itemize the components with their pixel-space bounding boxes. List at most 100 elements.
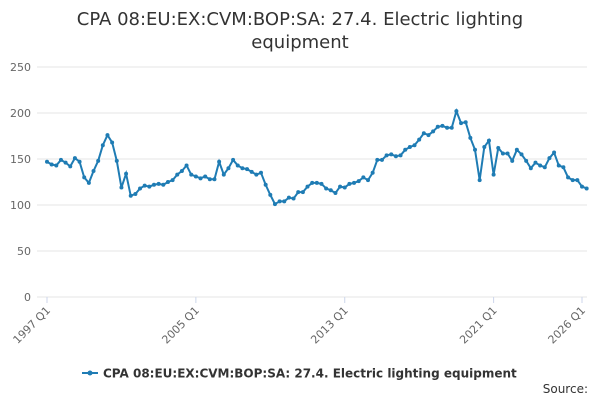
point — [491, 172, 496, 177]
point — [105, 133, 110, 138]
point — [412, 143, 417, 148]
point — [49, 162, 54, 167]
point — [319, 181, 324, 186]
point — [514, 147, 519, 152]
point — [459, 121, 464, 126]
x-tick-label: 2013 Q1 — [308, 304, 351, 347]
point — [542, 165, 547, 170]
point — [272, 202, 277, 207]
point — [254, 172, 259, 177]
point — [68, 164, 73, 169]
point — [389, 152, 394, 157]
point — [282, 199, 287, 204]
point — [268, 192, 273, 197]
point — [342, 185, 347, 190]
point — [286, 195, 291, 200]
point — [519, 152, 524, 157]
point — [370, 170, 375, 175]
point — [86, 180, 91, 185]
point — [212, 177, 217, 182]
point — [82, 175, 87, 180]
y-tick-label: 100 — [10, 199, 31, 212]
point — [300, 190, 305, 195]
point — [528, 166, 533, 171]
point — [63, 160, 68, 165]
source: Source: — [543, 382, 588, 396]
chart-title: CPA 08:EU:EX:CVM:BOP:SA: 27.4. Electric … — [76, 9, 524, 53]
series-line — [46, 108, 588, 206]
point — [570, 178, 575, 183]
point — [477, 178, 482, 183]
point — [417, 137, 422, 142]
y-tick-label: 200 — [10, 107, 31, 120]
point — [142, 183, 147, 188]
point — [179, 168, 184, 173]
point — [584, 186, 589, 191]
point — [407, 145, 412, 150]
point — [421, 131, 426, 136]
point — [175, 172, 180, 177]
point — [473, 147, 477, 152]
point — [403, 147, 408, 152]
point — [100, 143, 105, 148]
point — [500, 151, 505, 156]
point — [58, 157, 63, 162]
point — [133, 191, 138, 196]
point — [296, 190, 301, 195]
legend-label: CPA 08:EU:EX:CVM:BOP:SA: 27.4. Electric … — [103, 367, 517, 381]
y-tick-label: 250 — [10, 61, 31, 74]
point — [226, 166, 231, 171]
point — [110, 140, 115, 145]
point — [431, 129, 436, 134]
point — [398, 153, 403, 158]
point — [314, 180, 319, 185]
point — [379, 157, 384, 162]
point — [72, 156, 77, 161]
point — [486, 138, 491, 143]
point — [128, 193, 133, 198]
point — [170, 178, 175, 183]
point — [217, 159, 222, 164]
point — [393, 154, 398, 159]
point — [198, 176, 203, 181]
point — [124, 171, 129, 176]
point — [245, 167, 250, 172]
point — [165, 180, 170, 184]
point — [333, 191, 338, 196]
y-tick-label: 50 — [17, 245, 31, 258]
point — [310, 180, 315, 185]
point — [533, 160, 538, 165]
point — [249, 169, 254, 174]
point — [449, 125, 454, 130]
point — [552, 150, 557, 155]
point — [468, 135, 473, 140]
point — [328, 188, 333, 193]
x-tick-label: 2026 Q1 — [546, 304, 589, 347]
point — [221, 172, 226, 177]
point — [440, 123, 445, 128]
point — [91, 168, 96, 173]
y-tick-label: 150 — [10, 153, 31, 166]
point — [277, 199, 282, 204]
point — [538, 163, 543, 168]
point — [156, 181, 161, 186]
x-tick-label: 1997 Q1 — [11, 304, 54, 347]
point — [207, 177, 212, 182]
point — [184, 163, 189, 168]
point — [203, 174, 208, 179]
x-tick-label: 2005 Q1 — [159, 304, 202, 347]
point — [338, 184, 343, 189]
point — [119, 185, 124, 190]
point — [510, 158, 515, 163]
point — [77, 159, 82, 164]
point — [291, 196, 296, 201]
legend-marker — [87, 370, 93, 376]
point — [54, 163, 59, 168]
point — [454, 109, 459, 114]
point — [189, 172, 194, 177]
point — [231, 157, 236, 162]
point — [366, 178, 370, 183]
point — [240, 166, 245, 171]
x-tick-label: 2021 Q1 — [457, 304, 500, 347]
